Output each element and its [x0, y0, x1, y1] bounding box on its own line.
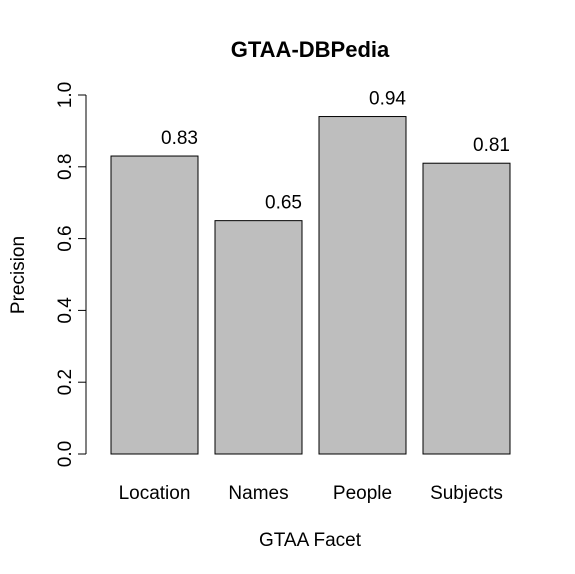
bar-names — [214, 220, 303, 455]
y-axis-label: Precision — [8, 236, 29, 314]
data-labels: 0.83 0.65 0.94 0.81 — [161, 89, 510, 214]
data-label: 0.83 — [161, 128, 198, 149]
data-label: 0.81 — [473, 135, 510, 156]
bars — [110, 116, 511, 455]
category-label: Names — [228, 483, 288, 504]
bar-subjects — [422, 162, 511, 455]
y-tick-label: 1.0 — [55, 82, 76, 108]
category-label: Subjects — [430, 483, 503, 504]
y-axis: 0.0 0.2 0.4 0.6 0.8 1.0 — [55, 82, 87, 467]
category-labels: Location Names People Subjects — [119, 483, 503, 504]
y-tick-label: 0.0 — [55, 441, 76, 467]
data-label: 0.94 — [369, 89, 406, 110]
bar-people — [318, 116, 407, 455]
y-tick-label: 0.2 — [55, 369, 76, 395]
bar-location — [110, 155, 199, 455]
category-label: Location — [119, 483, 191, 504]
chart-title: GTAA-DBPedia — [231, 37, 390, 62]
x-axis-label: GTAA Facet — [259, 530, 362, 551]
category-label: People — [333, 483, 392, 504]
y-tick-label: 0.4 — [55, 297, 76, 324]
data-label: 0.65 — [265, 193, 302, 214]
y-tick-label: 0.6 — [55, 225, 76, 251]
y-tick-label: 0.8 — [55, 154, 76, 180]
